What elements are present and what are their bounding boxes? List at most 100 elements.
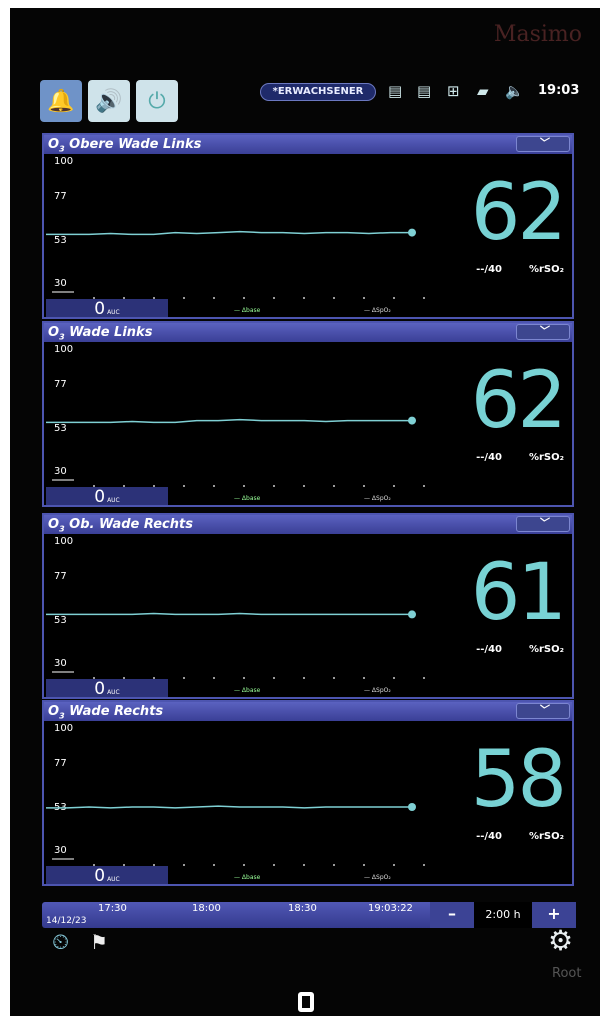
- panel-menu-chevron-down-icon[interactable]: ﹀: [516, 136, 570, 152]
- flag-icon[interactable]: ⚑: [90, 930, 108, 954]
- layout-grid-icon[interactable]: ⊞: [447, 82, 460, 100]
- y-tick: 77: [54, 191, 67, 202]
- time-tick: 18:30: [288, 903, 317, 914]
- y-tick: 100: [54, 723, 74, 734]
- time-grid-dot: [363, 485, 365, 487]
- battery-icon: ▰: [477, 82, 489, 100]
- time-grid-dot: [213, 864, 215, 866]
- channel-sub: 3: [59, 524, 65, 534]
- timer-icon[interactable]: ⏲: [52, 930, 70, 955]
- delta-base-label: Δbase: [241, 307, 261, 314]
- delta-spo2-label: ΔSpO₂: [371, 874, 391, 881]
- sensor-panel: O3 Wade Links ﹀ 100 77 53 30 62 --/40 %r…: [42, 321, 574, 507]
- delta-base-label: Δbase: [241, 874, 261, 881]
- time-grid-dot: [213, 297, 215, 299]
- time-grid-dot: [123, 485, 125, 487]
- delta-base-legend: — Δbase: [234, 307, 261, 314]
- zoom-in-button[interactable]: +: [532, 902, 576, 928]
- delta-spo2-legend: — ΔSpO₂: [364, 687, 391, 694]
- rso2-trend-line: [46, 230, 412, 236]
- delta-spo2-legend: — ΔSpO₂: [364, 495, 391, 502]
- time-grid-dot: [123, 677, 125, 679]
- time-grid-dot: [153, 297, 155, 299]
- delta-base-label: Δbase: [241, 687, 261, 694]
- time-grid-dot: [123, 864, 125, 866]
- panel-header[interactable]: O3 Obere Wade Links ﹀: [44, 135, 572, 154]
- patient-mode-badge[interactable]: *ERWACHSENER: [260, 83, 376, 101]
- time-grid-dot: [333, 297, 335, 299]
- sensor-2-icon[interactable]: ▤: [417, 82, 432, 100]
- channel-prefix: O: [48, 325, 60, 340]
- alarm-limit: --/40: [476, 452, 502, 463]
- auc-label: AUC: [107, 689, 120, 696]
- unit-label: %rSO₂: [528, 831, 564, 842]
- panel-menu-chevron-down-icon[interactable]: ﹀: [516, 324, 570, 340]
- rso2-trend-line: [46, 612, 412, 616]
- delta-spo2-legend: — ΔSpO₂: [364, 874, 391, 881]
- time-grid-dot: [243, 677, 245, 679]
- time-grid-dot: [363, 864, 365, 866]
- alarm-bell-button[interactable]: 🔔: [40, 80, 82, 122]
- home-button[interactable]: [298, 992, 314, 1012]
- time-grid-dot: [333, 864, 335, 866]
- panel-header[interactable]: O3 Wade Links ﹀: [44, 323, 572, 342]
- time-tick: 18:00: [192, 903, 221, 914]
- delta-base-legend: — Δbase: [234, 874, 261, 881]
- masimo-logo: Masimo: [493, 22, 582, 47]
- panel-footer: 0 AUC — Δbase — ΔSpO₂: [44, 487, 572, 507]
- audio-button[interactable]: 🔊: [88, 80, 130, 122]
- panel-title: Ob. Wade Rechts: [69, 517, 193, 532]
- delta-spo2-label: ΔSpO₂: [371, 495, 391, 502]
- trend-plot: [46, 610, 425, 679]
- time-grid-dot: [393, 864, 395, 866]
- panel-menu-chevron-down-icon[interactable]: ﹀: [516, 516, 570, 532]
- panel-menu-chevron-down-icon[interactable]: ﹀: [516, 703, 570, 719]
- current-value-marker: [408, 416, 416, 425]
- volume-icon[interactable]: 🔈: [505, 82, 524, 100]
- channel-sub: 3: [59, 332, 65, 342]
- time-grid-dot: [123, 297, 125, 299]
- timeline-bar[interactable]: 17:30 18:00 18:30 19:03:22 14/12/23 – 2:…: [42, 902, 576, 928]
- time-grid-dot: [273, 485, 275, 487]
- power-button[interactable]: ⏻: [136, 80, 178, 122]
- time-grid-dot: [183, 297, 185, 299]
- panel-footer: 0 AUC — Δbase — ΔSpO₂: [44, 679, 572, 698]
- rso2-value: 62: [470, 356, 567, 446]
- panel-footer: 0 AUC — Δbase — ΔSpO₂: [44, 299, 572, 319]
- delta-base-legend: — Δbase: [234, 495, 261, 502]
- auc-value: 0: [94, 299, 106, 319]
- channel-sub: 3: [59, 144, 65, 154]
- monitor-screen: Masimo 🔔 🔊 ⏻ *ERWACHSENER ▤ ▤ ⊞ ▰ 🔈 19:0…: [10, 8, 600, 1016]
- delta-base-legend: — Δbase: [234, 687, 261, 694]
- time-grid-dot: [393, 297, 395, 299]
- delta-base-label: Δbase: [241, 495, 261, 502]
- trend-plot: [46, 228, 425, 299]
- auc-value: 0: [94, 487, 106, 507]
- trend-plot: [46, 416, 425, 487]
- user-label: Root: [552, 966, 582, 981]
- time-grid-dot: [93, 677, 95, 679]
- channel-prefix: O: [48, 517, 60, 532]
- unit-label: %rSO₂: [528, 644, 564, 655]
- auc-label: AUC: [107, 497, 120, 504]
- panel-header[interactable]: O3 Wade Rechts ﹀: [44, 702, 572, 721]
- settings-gear-icon[interactable]: ⚙: [548, 924, 574, 957]
- zoom-out-button[interactable]: –: [430, 902, 474, 928]
- panel-title: Obere Wade Links: [69, 137, 202, 152]
- auc-box: 0 AUC: [46, 487, 168, 507]
- date-label: 14/12/23: [46, 916, 87, 926]
- y-tick: 53: [54, 235, 67, 246]
- panel-footer: 0 AUC — Δbase — ΔSpO₂: [44, 866, 572, 885]
- current-value-marker: [408, 803, 416, 811]
- time-grid-dot: [93, 297, 95, 299]
- panel-header[interactable]: O3 Ob. Wade Rechts ﹀: [44, 515, 572, 534]
- current-value-marker: [408, 228, 416, 237]
- sensor-1-icon[interactable]: ▤: [388, 82, 403, 100]
- time-grid-dot: [93, 485, 95, 487]
- bell-icon: 🔔: [47, 88, 75, 114]
- time-tick: 19:03:22: [368, 903, 413, 914]
- y-tick: 77: [54, 571, 67, 582]
- y-tick: 30: [54, 658, 67, 669]
- y-tick: 100: [54, 156, 74, 167]
- time-grid-dot: [303, 297, 305, 299]
